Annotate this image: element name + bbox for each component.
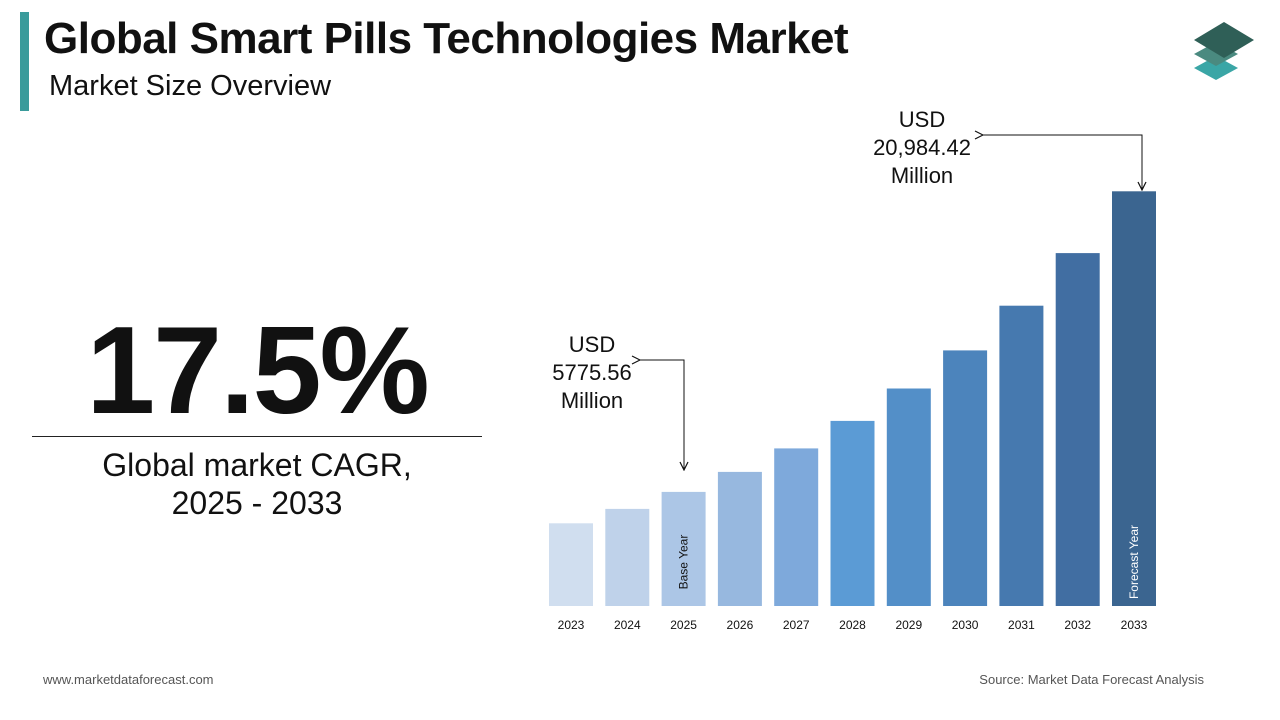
bar-2033 [1112, 191, 1156, 607]
bar-2029 [886, 388, 931, 606]
bar-2023 [549, 523, 593, 606]
cagr-value: 17.5% [86, 302, 430, 440]
x-tick-label-2030: 2030 [952, 618, 979, 632]
bar-annotation-2025: Base Year [677, 535, 691, 590]
bar-2028 [830, 420, 875, 606]
source-note: Source: Market Data Forecast Analysis [979, 672, 1204, 687]
base-year-arrow [640, 360, 684, 470]
x-tick-label-2025: 2025 [670, 618, 697, 632]
bar-2030 [943, 350, 988, 606]
x-tick-label-2027: 2027 [783, 618, 810, 632]
x-tick-label-2031: 2031 [1008, 618, 1035, 632]
x-tick-label-2032: 2032 [1064, 618, 1091, 632]
x-tick-label-2026: 2026 [727, 618, 754, 632]
forecast-callout-currency: USD [898, 107, 946, 132]
bar-2025 [661, 491, 706, 606]
forecast-year-arrow [983, 135, 1142, 190]
bar-2031 [999, 305, 1044, 606]
cagr-label-line2: 2025 - 2033 [171, 485, 343, 521]
cagr-label-line1: Global market CAGR, [102, 447, 412, 483]
bar-2027 [774, 448, 819, 606]
x-tick-label-2023: 2023 [558, 618, 585, 632]
website-link[interactable]: www.marketdataforecast.com [43, 672, 214, 687]
base-value-callout: USD 5775.56 Million [532, 331, 652, 415]
page-title: Global Smart Pills Technologies Market [44, 14, 849, 63]
x-tick-label-2029: 2029 [895, 618, 922, 632]
forecast-value-callout: USD 20,984.42 Million [852, 106, 992, 190]
bar-annotation-2033: Forecast Year [1127, 525, 1141, 599]
bar-2026 [717, 471, 762, 606]
cagr-label: Global market CAGR, 2025 - 2033 [32, 446, 482, 522]
cagr-divider [32, 436, 482, 437]
title-accent-bar [20, 12, 29, 111]
logo-icon [1194, 22, 1254, 80]
base-callout-currency: USD [568, 332, 616, 357]
bar-2024 [605, 508, 650, 606]
page-subtitle: Market Size Overview [49, 70, 332, 102]
forecast-callout-value: 20,984.42 [873, 135, 971, 160]
base-callout-unit: Million [560, 388, 624, 413]
x-tick-label-2033: 2033 [1121, 618, 1148, 632]
bar-2032 [1055, 253, 1100, 606]
x-tick-label-2028: 2028 [839, 618, 866, 632]
x-tick-label-2024: 2024 [614, 618, 641, 632]
forecast-callout-unit: Million [890, 163, 954, 188]
base-callout-value: 5775.56 [552, 360, 632, 385]
